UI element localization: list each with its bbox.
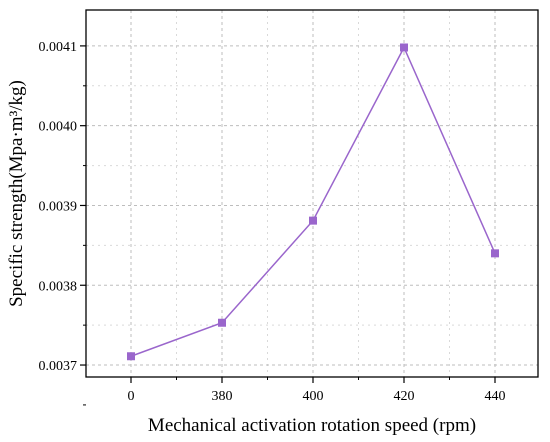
x-tick-label: 0 bbox=[128, 389, 135, 404]
y-tick-label: 0.0038 bbox=[39, 279, 78, 294]
data-point-marker bbox=[127, 352, 135, 361]
y-tick-label: 0.0039 bbox=[39, 199, 78, 214]
data-point-marker bbox=[309, 216, 317, 225]
data-point-marker bbox=[218, 318, 226, 327]
data-point-marker bbox=[400, 43, 408, 52]
y-tick-label: 0.0040 bbox=[39, 120, 78, 135]
y-axis-title: Specific strength(Mpa·m³/kg) bbox=[6, 80, 27, 307]
grid bbox=[86, 10, 538, 377]
axes: 0.0037 0.0038 0.0039 0.0040 0.0041 0 380 400 420… bbox=[39, 40, 506, 406]
x-tick-label: 400 bbox=[303, 389, 324, 404]
x-tick-label: 440 bbox=[485, 389, 506, 404]
series-line bbox=[130, 45, 496, 357]
y-tick-label: 0.0037 bbox=[39, 359, 78, 374]
x-tick-label: 380 bbox=[212, 389, 233, 404]
data-point-marker bbox=[491, 249, 499, 258]
plot-frame bbox=[85, 9, 539, 378]
x-axis-title: Mechanical activation rotation speed (rp… bbox=[148, 415, 476, 436]
y-tick-label: 0.0041 bbox=[39, 40, 78, 55]
x-tick-label: 420 bbox=[394, 389, 415, 404]
series-layer bbox=[127, 43, 499, 361]
